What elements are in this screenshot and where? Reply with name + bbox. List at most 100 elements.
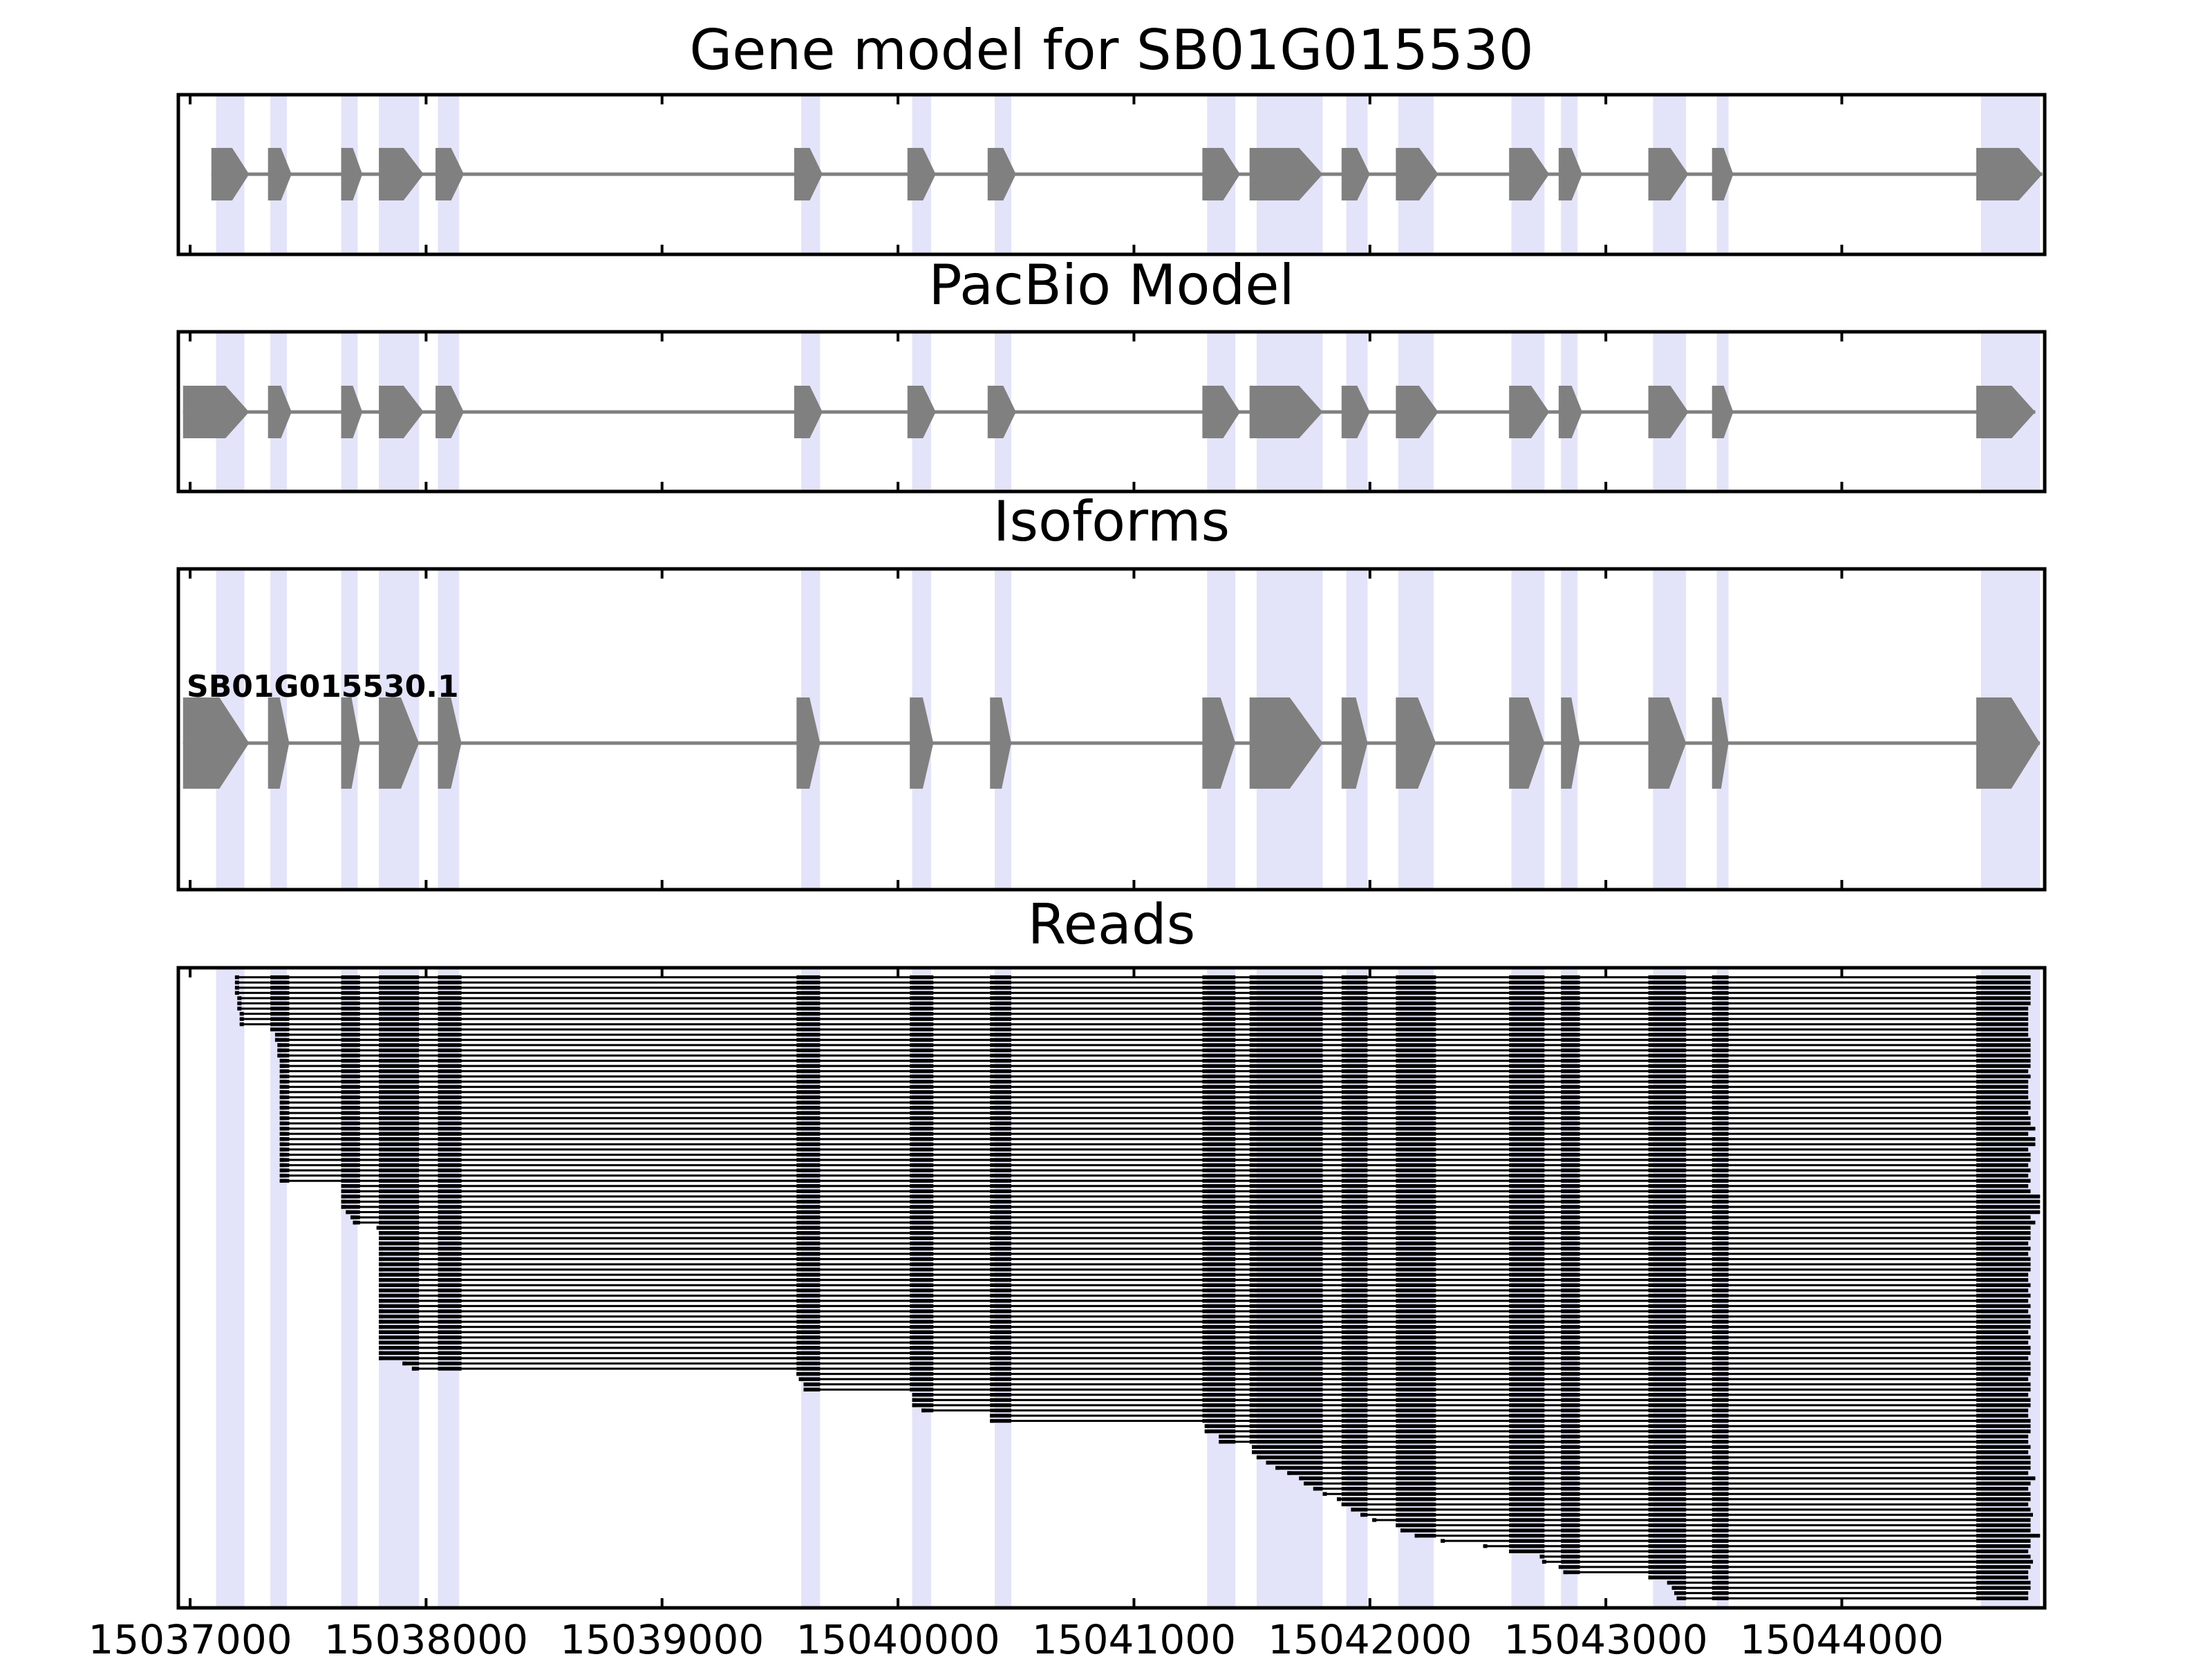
read-block bbox=[1976, 1137, 2036, 1141]
read-block bbox=[1561, 1492, 1580, 1496]
read-block bbox=[1341, 1277, 1368, 1282]
read-block bbox=[1249, 1377, 1323, 1381]
read-block bbox=[1561, 1252, 1580, 1256]
read-block bbox=[1396, 1351, 1436, 1356]
read-row bbox=[379, 1241, 2029, 1246]
read-block bbox=[438, 1210, 462, 1215]
read-block bbox=[1396, 1393, 1436, 1397]
read-block bbox=[1341, 1105, 1368, 1110]
read-block bbox=[1396, 1184, 1436, 1188]
read-block bbox=[1712, 1006, 1729, 1011]
read-block bbox=[1648, 1356, 1687, 1360]
read-start-block bbox=[341, 1205, 346, 1209]
read-block bbox=[1561, 1398, 1580, 1403]
read-block bbox=[910, 1371, 934, 1376]
read-start-block bbox=[1204, 1429, 1209, 1434]
read-start-block bbox=[379, 1340, 384, 1344]
highlight-region bbox=[1716, 968, 1729, 1608]
read-block bbox=[1509, 1518, 1545, 1522]
read-block bbox=[1396, 1387, 1436, 1391]
read-block bbox=[796, 986, 821, 990]
highlight-region bbox=[1207, 968, 1236, 1608]
read-block bbox=[803, 1387, 821, 1391]
read-block bbox=[990, 1116, 1011, 1121]
read-row bbox=[379, 1299, 2029, 1303]
read-block bbox=[1396, 1006, 1436, 1011]
exon bbox=[211, 148, 250, 200]
read-block bbox=[1561, 1100, 1580, 1105]
read-row bbox=[990, 1414, 2029, 1418]
read-block bbox=[1712, 1580, 1729, 1585]
read-block bbox=[1712, 1132, 1729, 1136]
read-block bbox=[1509, 1246, 1545, 1251]
read-block bbox=[990, 1393, 1011, 1397]
read-block bbox=[270, 1006, 290, 1011]
read-row bbox=[1483, 1544, 2031, 1548]
read-block bbox=[1976, 1105, 2031, 1110]
read-block bbox=[379, 1158, 420, 1162]
read-block bbox=[379, 1085, 420, 1089]
highlight-region bbox=[801, 968, 821, 1608]
read-block bbox=[990, 1309, 1011, 1313]
read-block bbox=[1396, 1382, 1436, 1387]
read-row bbox=[279, 1069, 2029, 1074]
read-block bbox=[910, 1283, 934, 1287]
read-block bbox=[1976, 1330, 2029, 1334]
read-block bbox=[1976, 1434, 2029, 1438]
read-block bbox=[1396, 1512, 1436, 1517]
read-block bbox=[1561, 1387, 1580, 1391]
read-block bbox=[1202, 1356, 1236, 1360]
read-block bbox=[1648, 1403, 1687, 1407]
read-block bbox=[990, 980, 1011, 985]
read-block bbox=[1712, 1528, 1729, 1533]
read-start-block bbox=[279, 1132, 284, 1136]
read-start-block bbox=[279, 1100, 284, 1105]
read-block bbox=[279, 1179, 290, 1183]
read-start-block bbox=[1667, 1580, 1671, 1585]
read-block bbox=[1249, 1090, 1323, 1094]
read-start-block bbox=[379, 1273, 384, 1277]
read-block bbox=[1509, 1465, 1545, 1470]
read-block bbox=[1341, 1199, 1368, 1204]
read-block bbox=[1202, 1220, 1236, 1225]
read-block bbox=[1202, 1408, 1236, 1413]
read-block bbox=[1509, 1497, 1545, 1501]
read-block bbox=[990, 1152, 1011, 1157]
read-block bbox=[1509, 1512, 1545, 1517]
read-start-block bbox=[277, 1043, 282, 1047]
read-block bbox=[438, 1116, 462, 1121]
read-block bbox=[1509, 1085, 1545, 1089]
read-row bbox=[234, 991, 2031, 995]
read-block bbox=[1396, 996, 1436, 1000]
read-block bbox=[1249, 1382, 1323, 1387]
read-block bbox=[1202, 1257, 1236, 1262]
read-block bbox=[1202, 1226, 1236, 1230]
read-block bbox=[1712, 1502, 1729, 1507]
read-row bbox=[279, 1168, 2031, 1172]
read-block bbox=[1561, 1450, 1580, 1454]
read-block bbox=[1396, 1403, 1436, 1407]
read-block bbox=[1712, 1163, 1729, 1168]
read-block bbox=[1341, 1486, 1368, 1491]
read-block bbox=[1976, 1414, 2029, 1418]
read-block bbox=[1976, 1455, 2031, 1460]
read-block bbox=[990, 1189, 1011, 1194]
read-block bbox=[1509, 1299, 1545, 1303]
read-block bbox=[796, 1100, 821, 1105]
read-block bbox=[1976, 1565, 2031, 1569]
read-block bbox=[1202, 1105, 1236, 1110]
read-block bbox=[341, 1199, 360, 1204]
read-block bbox=[438, 1215, 462, 1219]
read-block bbox=[1976, 1257, 2031, 1262]
read-block bbox=[1712, 1476, 1729, 1481]
read-block bbox=[910, 1163, 934, 1168]
read-block bbox=[1202, 1382, 1236, 1387]
read-block bbox=[1561, 1314, 1580, 1319]
read-block bbox=[341, 1142, 360, 1147]
read-row bbox=[1541, 1559, 2033, 1564]
read-block bbox=[1509, 1429, 1545, 1434]
read-block bbox=[1249, 1277, 1323, 1282]
read-block bbox=[1202, 1273, 1236, 1277]
read-block bbox=[1976, 1497, 2031, 1501]
read-block bbox=[796, 1179, 821, 1183]
